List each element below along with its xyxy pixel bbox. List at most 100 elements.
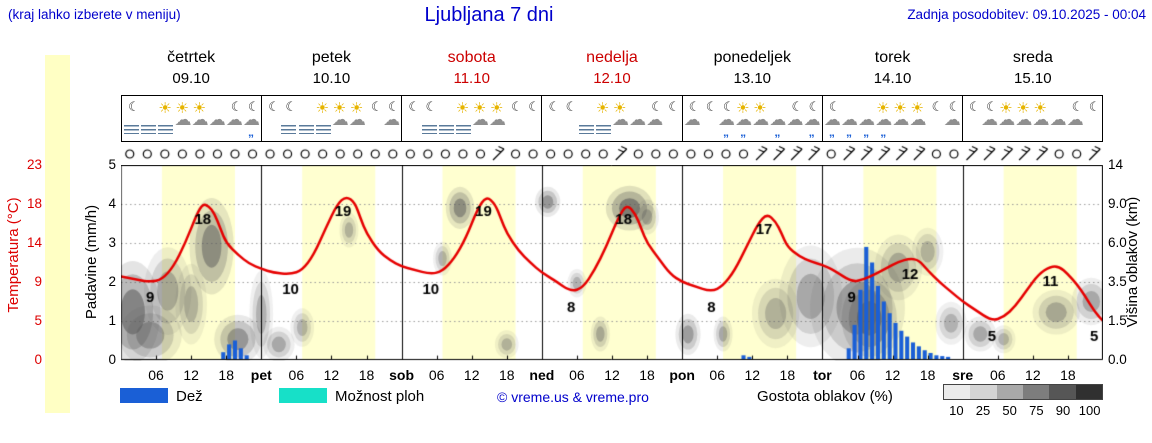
- moon-icon: ☾: [948, 98, 961, 114]
- moon-icon: ☾: [928, 99, 944, 139]
- moon-icon: ☾: [722, 98, 735, 114]
- sun-icon: ☀: [332, 99, 347, 117]
- x-axis-hour-label: 12: [183, 367, 199, 383]
- cloud-axis-tick: 3.5: [1108, 274, 1127, 289]
- day-header: ponedeljek 13.10: [682, 49, 822, 87]
- day-name: petek: [311, 49, 351, 66]
- showers-legend-label: Možnost ploh: [335, 388, 425, 405]
- moon-icon: ☾: [651, 98, 663, 114]
- rain-icon: ☁ „: [841, 99, 858, 139]
- moon-icon: ☾: [548, 98, 561, 114]
- rain-legend-label: Dež: [176, 388, 203, 405]
- moon-icon: ☾: [1088, 98, 1101, 114]
- moon-icon: ☾: [702, 98, 718, 139]
- cloud-icon: ☁: [489, 109, 507, 129]
- moon-fog-icon: ☾: [124, 99, 140, 139]
- cloud-icon: ☁: [1049, 99, 1067, 139]
- icon-day-box: ☾ ☁ ☾ ☾ ☁ „ ☀ ☁ „ ☀ ☁ ☁ „ ☾ ☁ ☾ ☁ „: [683, 96, 823, 141]
- sun-icon: ☀: [192, 99, 207, 117]
- moon-icon: ☾: [1071, 98, 1084, 114]
- sun-cloud-icon: ☀ ☁: [174, 99, 192, 139]
- cloud-icon: ☁: [208, 99, 226, 139]
- cloud-icon: ☁: [943, 109, 961, 129]
- moon-cloud-icon: ☾ ☁: [786, 99, 803, 139]
- cloud-icon: ☁: [1049, 109, 1067, 129]
- precip-axis-tick: 5: [108, 157, 116, 172]
- sun-fog-icon: ☀: [158, 99, 174, 139]
- cloud-icon: ☁: [191, 109, 209, 129]
- cloud-density-tick: 25: [975, 403, 991, 418]
- x-axis-hour-label: 12: [323, 367, 340, 383]
- sun-cloud-icon: ☀ ☁: [1032, 99, 1049, 139]
- day-date: 14.10: [873, 70, 912, 87]
- moon-icon: ☾: [1085, 98, 1101, 139]
- x-axis-hour-label: 06: [148, 367, 164, 383]
- x-axis-hour-label: 06: [288, 367, 305, 383]
- drops-icon: „: [828, 124, 835, 139]
- cloud-axis-tick: 0.0: [1108, 352, 1127, 367]
- cloud-icon: ☁: [471, 109, 489, 129]
- day-header: sreda 15.10: [963, 49, 1103, 87]
- moon-icon: ☾: [425, 98, 438, 114]
- temp-axis-tick: 23: [26, 157, 42, 172]
- sun-fog-icon: ☀: [595, 99, 611, 139]
- temp-axis-tick: 5: [34, 313, 42, 328]
- sun-cloud-icon: ☀ ☁: [998, 99, 1015, 139]
- rain-legend-swatch: [120, 388, 168, 403]
- sun-rain-icon: ☀ ☁ „: [875, 99, 892, 139]
- cloud-density-segment: [944, 385, 971, 399]
- drops-icon: „: [740, 124, 747, 139]
- moon-icon: ☾: [688, 98, 701, 114]
- day-date: 12.10: [593, 70, 631, 87]
- sun-icon: ☀: [753, 99, 767, 117]
- fog-icon: [578, 124, 594, 134]
- sun-cloud-icon: ☀ ☁: [349, 99, 366, 139]
- sun-cloud-icon: ☀ ☁: [1015, 99, 1032, 139]
- copyright-link[interactable]: © vreme.us & vreme.pro: [497, 389, 649, 405]
- day-date: 11.10: [453, 70, 490, 87]
- day-name: ponedeljek: [713, 49, 791, 66]
- x-axis-hour-label: 06: [849, 367, 866, 383]
- fog-icon: [438, 124, 454, 134]
- day-date: 15.10: [1014, 70, 1052, 87]
- moon-icon: ☾: [511, 98, 523, 114]
- x-axis-hour-label: 12: [744, 367, 761, 383]
- cloud-density-tick: 10: [949, 403, 964, 418]
- fog-icon: [315, 124, 331, 134]
- fog-icon: [158, 124, 174, 134]
- sun-cloud-icon: ☀ ☁: [471, 99, 489, 139]
- cloud-icon: ☁: [629, 99, 647, 139]
- cloud-icon: ☁: [383, 109, 401, 129]
- x-axis-day-label: sob: [389, 367, 415, 383]
- icon-day-box: ☾ ☾ ☁ ☀ ☁ ☀ ☁ ☀ ☁ ☁ ☾ ☁ ☾: [963, 96, 1102, 141]
- sun-cloud-icon: ☀ ☁: [752, 99, 770, 139]
- cloud-icon: ☁: [752, 109, 770, 129]
- cloud-icon: ☁: [629, 109, 647, 129]
- moon-icon: ☾: [705, 98, 718, 114]
- x-axis-hour-label: 18: [218, 367, 234, 383]
- moon-icon: ☾: [968, 98, 981, 114]
- moon-icon: ☾: [408, 98, 421, 114]
- fog-icon: [141, 124, 157, 134]
- temp-axis-tick: 18: [26, 196, 42, 211]
- cloud-icon: ☁: [174, 109, 192, 129]
- moon-icon: ☾: [528, 98, 540, 114]
- sun-cloud-icon: ☀ ☁: [332, 99, 349, 139]
- day-name: sreda: [1012, 49, 1053, 66]
- day-date: 10.10: [312, 70, 351, 87]
- drops-icon: „: [845, 124, 852, 139]
- day-header: petek 10.10: [261, 49, 401, 87]
- x-axis-day-label: pon: [669, 367, 695, 383]
- sun-icon: ☀: [736, 99, 750, 117]
- moon-icon: ☾: [965, 98, 981, 139]
- x-axis-hour-label: 18: [779, 367, 796, 383]
- cloud-icon: ☁: [208, 109, 226, 129]
- day-header: nedelja 12.10: [542, 49, 682, 87]
- cloud-icon: ☁: [909, 109, 927, 129]
- fog-icon: [298, 99, 314, 139]
- cloud-icon: ☁: [1066, 109, 1084, 129]
- x-axis-hour-label: 12: [604, 367, 620, 383]
- x-axis-hour-label: 06: [709, 367, 725, 383]
- x-axis-hour-label: 12: [1025, 367, 1041, 383]
- menu-hint: (kraj lahko izberete v meniju): [8, 7, 181, 22]
